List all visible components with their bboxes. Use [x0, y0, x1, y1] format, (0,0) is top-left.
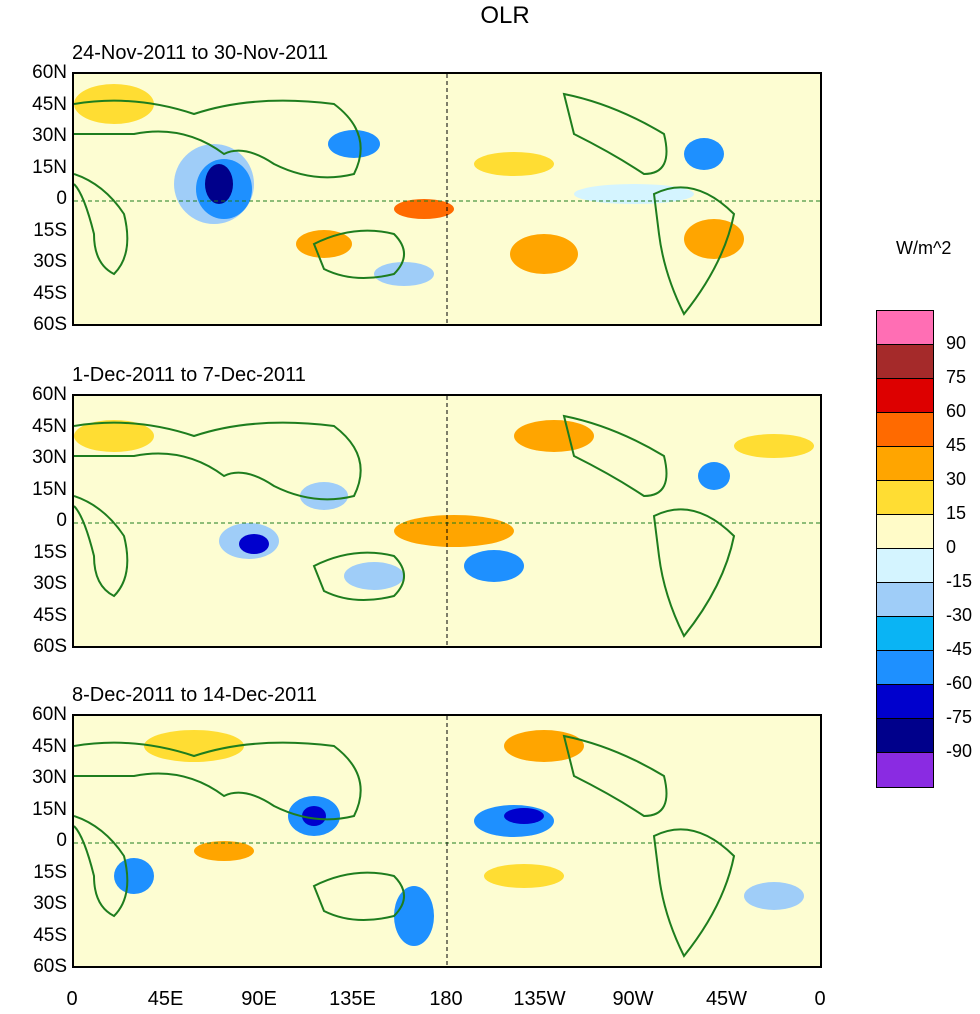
- colorbar-label: 0: [946, 537, 957, 557]
- lon-label: 45W: [705, 988, 748, 1010]
- lon-label: 45E: [147, 988, 184, 1010]
- lon-label: 90W: [612, 988, 654, 1010]
- lat-label: 15N: [32, 478, 67, 500]
- colorbar-swatch: [877, 515, 933, 549]
- panel-1-title: 24-Nov-2011 to 30-Nov-2011: [72, 42, 329, 64]
- lat-label: 15S: [33, 541, 67, 563]
- olr-field-1: [74, 74, 820, 324]
- panel-2-title: 1-Dec-2011 to 7-Dec-2011: [72, 364, 306, 386]
- lat-label: 15S: [33, 861, 67, 883]
- colorbar-label: -15: [946, 571, 973, 591]
- colorbar-label: -60: [946, 673, 973, 693]
- lat-label: 45S: [33, 924, 67, 946]
- lat-label: 45N: [32, 415, 67, 437]
- lat-label: 30N: [32, 447, 67, 468]
- lat-label: 0: [56, 188, 67, 209]
- lat-label: 0: [56, 830, 67, 851]
- colorbar-label: 75: [946, 367, 967, 387]
- colorbar-swatch: [877, 447, 933, 481]
- colorbar-swatch: [877, 413, 933, 447]
- lat-label: 60N: [32, 704, 67, 725]
- colorbar-swatch: [877, 549, 933, 583]
- lat-label: 60S: [33, 636, 67, 657]
- colorbar-swatch: [877, 345, 933, 379]
- colorbar-label: -90: [946, 741, 973, 761]
- olr-field-3: [74, 716, 820, 966]
- lat-label: 30S: [33, 573, 67, 594]
- colorbar-swatch: [877, 481, 933, 515]
- chart-title: OLR: [480, 2, 530, 29]
- colorbar-swatch: [877, 719, 933, 753]
- colorbar-swatch: [877, 583, 933, 617]
- lon-label: 180: [429, 988, 463, 1010]
- colorbar-swatch: [877, 685, 933, 719]
- panel-3-title: 8-Dec-2011 to 14-Dec-2011: [72, 684, 317, 706]
- lon-label: 90E: [241, 988, 277, 1010]
- map-panel-3: [72, 714, 822, 968]
- lat-label: 45N: [32, 735, 67, 757]
- colorbar-label: -30: [946, 605, 973, 625]
- colorbar-label: -75: [946, 707, 973, 727]
- lat-label: 15N: [32, 156, 67, 178]
- lat-label: 30S: [33, 893, 67, 914]
- colorbar-label: -45: [946, 639, 973, 659]
- lat-label: 45S: [33, 282, 67, 304]
- lat-label: 30N: [32, 767, 67, 788]
- lat-label: 30N: [32, 125, 67, 146]
- lat-label: 30S: [33, 251, 67, 272]
- colorbar-swatch: [877, 379, 933, 413]
- lat-label: 60S: [33, 956, 67, 977]
- map-panel-2: [72, 394, 822, 648]
- olr-field-2: [74, 396, 820, 646]
- lon-label: 0: [814, 988, 826, 1010]
- colorbar: [876, 310, 934, 788]
- colorbar-label: 60: [946, 401, 967, 421]
- map-panel-1: [72, 72, 822, 326]
- lat-label: 60N: [32, 384, 67, 405]
- lon-label: 0: [66, 988, 78, 1010]
- lon-label: 135W: [513, 988, 566, 1010]
- lat-label: 60N: [32, 62, 67, 83]
- colorbar-swatch: [877, 311, 933, 345]
- lat-label: 45S: [33, 604, 67, 626]
- colorbar-label: 15: [946, 503, 967, 523]
- lat-label: 15S: [33, 219, 67, 241]
- lat-label: 45N: [32, 93, 67, 115]
- lat-label: 15N: [32, 798, 67, 820]
- colorbar-swatch: [877, 617, 933, 651]
- lat-label: 60S: [33, 314, 67, 335]
- colorbar-label: 90: [946, 333, 967, 353]
- colorbar-swatch: [877, 651, 933, 685]
- lat-label: 0: [56, 510, 67, 531]
- lon-label: 135E: [329, 988, 376, 1010]
- colorbar-label: 45: [946, 435, 967, 455]
- colorbar-label: 30: [946, 469, 967, 489]
- colorbar-swatch: [877, 753, 933, 787]
- colorbar-title: W/m^2: [896, 238, 952, 258]
